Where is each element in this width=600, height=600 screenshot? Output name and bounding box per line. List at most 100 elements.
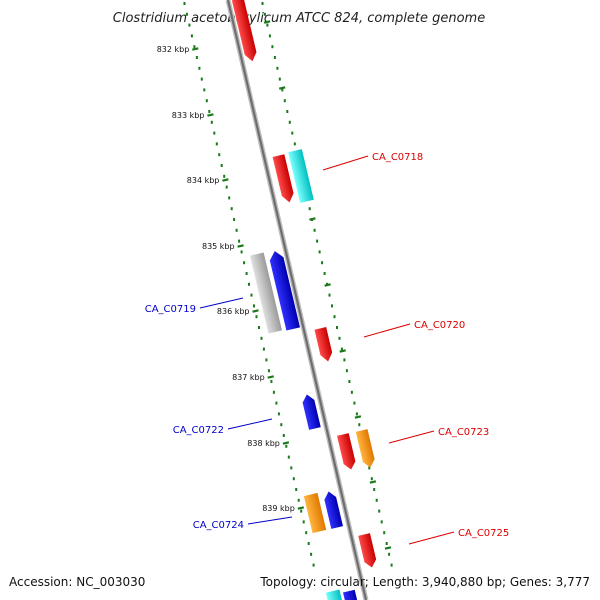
gene-label[interactable]: CA_C0720: [414, 320, 465, 331]
minor-tick: [308, 207, 311, 211]
gene-callouts: CA_C0718 CA_C0719 CA_C0720 CA_C0722 CA_C0723…: [145, 152, 509, 545]
gene-arrow-ca-c0724-orange[interactable]: [303, 492, 327, 534]
minor-tick: [240, 250, 243, 254]
gene-arrow-ca-c0718-red[interactable]: [272, 154, 296, 203]
minor-tick: [277, 412, 280, 416]
minor-tick: [218, 153, 221, 157]
minor-tick: [313, 228, 316, 232]
major-tick: [237, 244, 244, 248]
minor-tick: [260, 336, 263, 340]
minor-tick: [278, 77, 281, 81]
minor-tick: [323, 272, 326, 275]
tick-label: 839 kbp: [262, 504, 295, 513]
minor-tick: [253, 304, 255, 308]
callout-line: [408, 531, 455, 545]
callout-line: [363, 323, 411, 338]
gene-arrow-bottom-cyan[interactable]: [325, 589, 343, 600]
minor-tick: [336, 326, 338, 329]
accession-text: Accession: NC_003030: [9, 575, 145, 589]
gene-label[interactable]: CA_C0723: [438, 427, 489, 438]
gene-label[interactable]: CA_C0718: [372, 152, 423, 163]
gene-arrow-ca-c0718-cyan[interactable]: [288, 149, 314, 203]
tick-label: 835 kbp: [202, 242, 235, 251]
gene-label[interactable]: CA_C0722: [173, 425, 224, 436]
minor-tick: [273, 56, 276, 59]
callout-line: [322, 155, 369, 171]
topology-text: Topology: circular; Length: 3,940,880 bp…: [259, 575, 590, 589]
major-tick: [278, 86, 286, 90]
tick-label: 837 kbp: [232, 373, 265, 382]
tick-label: 836 kbp: [217, 307, 250, 316]
gene-label[interactable]: CA_C0725: [458, 528, 509, 539]
minor-tick: [255, 315, 258, 319]
gene-arrow-bottom-blue[interactable]: [343, 589, 358, 600]
minor-tick: [225, 185, 228, 189]
minor-tick: [288, 120, 291, 124]
minor-tick: [378, 509, 381, 513]
minor-tick: [305, 531, 308, 535]
gene-arrow-ca-c0719-gray[interactable]: [249, 252, 283, 334]
minor-tick: [318, 250, 321, 254]
minor-tick: [358, 423, 361, 427]
gene-arrow-ca-c0723-red[interactable]: [337, 433, 357, 471]
minor-tick: [287, 455, 290, 459]
minor-tick: [380, 520, 383, 524]
minor-tick: [245, 272, 248, 275]
minor-tick: [312, 563, 315, 567]
minor-tick: [390, 563, 393, 567]
minor-tick: [200, 77, 203, 81]
minor-tick: [272, 390, 275, 394]
minor-tick: [383, 531, 386, 535]
minor-tick: [228, 196, 231, 200]
gene-label[interactable]: CA_C0719: [145, 304, 196, 315]
minor-tick: [185, 12, 188, 16]
minor-tick: [261, 2, 264, 5]
minor-tick: [271, 45, 274, 49]
tick-label: 833 kbp: [172, 111, 205, 120]
minor-tick: [388, 552, 391, 556]
minor-tick: [276, 66, 279, 70]
major-tick: [324, 283, 331, 287]
minor-tick: [282, 434, 285, 437]
gene-arrow-ca-c0720-red[interactable]: [314, 327, 333, 363]
gene-arrow-ca-c0722-blue[interactable]: [301, 393, 321, 430]
gene-arrow-ca-c0723-orange[interactable]: [355, 429, 376, 469]
minor-tick: [267, 369, 270, 373]
major-tick: [267, 375, 274, 379]
minor-tick: [370, 477, 373, 481]
minor-tick: [310, 552, 313, 556]
major-tick: [252, 309, 259, 313]
callout-line: [247, 516, 293, 525]
minor-tick: [368, 466, 371, 470]
major-tick: [263, 20, 271, 24]
tick-label: 834 kbp: [187, 176, 220, 185]
gene-arrow-ca-c0724-blue[interactable]: [323, 490, 343, 529]
minor-tick: [333, 315, 336, 319]
tick-label: 832 kbp: [157, 45, 190, 54]
minor-tick: [345, 369, 348, 373]
minor-tick: [290, 466, 293, 470]
gene-arrow-ca-c0725-red[interactable]: [358, 533, 377, 569]
minor-tick: [350, 390, 353, 394]
gene-label[interactable]: CA_C0724: [193, 520, 244, 531]
gene-arrow-top-red[interactable]: [231, 0, 258, 63]
minor-tick: [248, 282, 250, 286]
minor-tick: [307, 542, 310, 545]
minor-tick: [281, 88, 284, 92]
minor-tick: [291, 131, 294, 135]
minor-tick: [275, 401, 278, 405]
minor-tick: [243, 261, 246, 265]
minor-tick: [375, 498, 378, 502]
gene-arrow-ca-c0719-blue[interactable]: [268, 249, 301, 331]
reverse-strand-tick-track: [183, 2, 315, 567]
minor-tick: [220, 164, 223, 167]
minor-tick: [233, 218, 236, 221]
minor-tick: [203, 88, 206, 92]
minor-tick: [250, 293, 253, 297]
gene-features: [231, 0, 377, 600]
minor-tick: [328, 293, 331, 297]
minor-tick: [213, 131, 216, 135]
minor-tick: [188, 23, 191, 27]
minor-tick: [300, 509, 303, 513]
